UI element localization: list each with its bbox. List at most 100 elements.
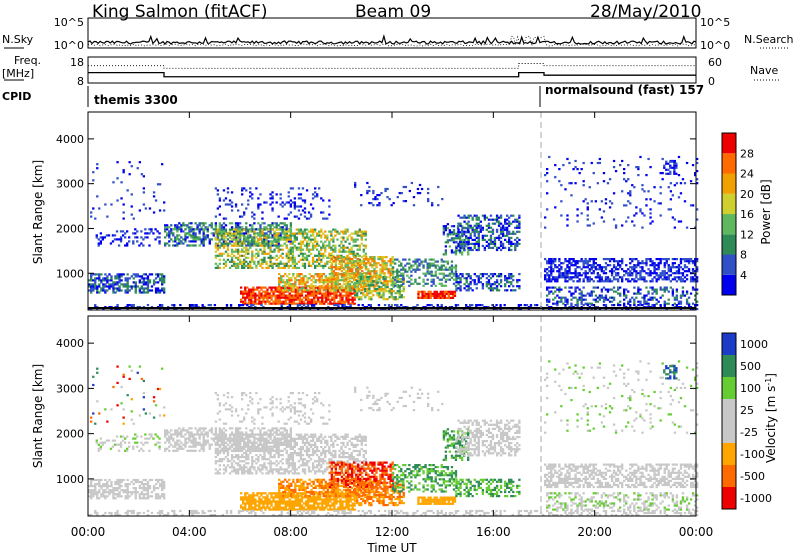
power-echo-cell xyxy=(293,232,297,235)
power-echo-cell xyxy=(451,290,455,293)
power-echo-cell xyxy=(504,222,507,225)
power-echo-cell xyxy=(248,292,251,295)
power-echo-cell xyxy=(269,248,272,251)
power-echo-cell xyxy=(330,283,334,286)
power-echo-cell xyxy=(322,256,325,259)
power-echo-cell xyxy=(566,280,569,283)
power-echo-cell xyxy=(420,187,424,191)
power-echo-cell xyxy=(400,278,403,281)
power-echo-cell xyxy=(346,228,349,231)
power-echo-cell xyxy=(483,234,487,237)
power-echo-cell xyxy=(166,228,169,231)
power-echo-cell xyxy=(473,279,476,282)
power-echo-cell xyxy=(612,166,616,169)
power-echo-cell xyxy=(379,258,382,261)
power-echo-cell xyxy=(314,240,317,243)
power-echo-cell xyxy=(586,276,589,279)
power-echo-cell xyxy=(491,222,495,225)
power-echo-cell xyxy=(381,258,384,261)
power-echo-cell xyxy=(685,300,689,303)
power-echo-cell xyxy=(635,296,638,299)
power-echo-cell xyxy=(289,187,293,190)
power-echo-cell xyxy=(568,290,571,293)
power-echo-cell xyxy=(288,273,291,276)
power-echo-cell xyxy=(249,246,252,249)
power-echo-cell xyxy=(320,246,323,249)
power-echo-cell xyxy=(265,260,268,263)
power-echo-cell xyxy=(359,272,362,275)
power-echo-cell xyxy=(100,279,103,282)
power-echo-cell xyxy=(439,290,442,293)
power-echo-cell xyxy=(342,244,345,247)
power-echo-cell xyxy=(350,248,353,251)
power-echo-cell xyxy=(422,284,425,287)
power-echo-cell xyxy=(375,262,378,265)
power-echo-cell xyxy=(128,304,131,307)
power-echo-cell xyxy=(428,258,431,261)
power-echo-cell xyxy=(336,287,340,290)
power-echo-cell xyxy=(336,278,340,281)
power-echo-cell xyxy=(544,216,547,219)
power-echo-cell xyxy=(250,294,253,297)
power-echo-cell xyxy=(440,260,443,263)
power-echo-cell xyxy=(186,236,189,239)
power-echo-cell xyxy=(473,238,476,241)
power-echo-cell xyxy=(192,240,195,243)
power-echo-cell xyxy=(465,245,468,248)
power-echo-cell xyxy=(194,222,197,225)
power-echo-cell xyxy=(116,161,119,164)
power-echo-cell xyxy=(278,300,281,303)
power-echo-cell xyxy=(691,268,695,271)
power-echo-cell xyxy=(667,168,670,171)
power-echo-cell xyxy=(260,286,263,289)
power-echo-cell xyxy=(696,280,699,283)
power-echo-cell xyxy=(286,296,289,299)
power-echo-cell xyxy=(327,298,330,301)
freq-strip: Freq. [MHz] 18 8 60 0 Nave xyxy=(2,54,780,88)
y-tick-label: 4000 xyxy=(56,133,84,146)
power-echo-cell xyxy=(302,287,305,290)
power-echo-cell xyxy=(473,214,476,217)
power-echo-cell xyxy=(318,232,321,235)
power-echo-cell xyxy=(362,282,365,285)
power-echo-cell xyxy=(327,292,330,295)
power-echo-cell xyxy=(574,166,577,169)
power-echo-cell xyxy=(286,275,289,278)
power-echo-cell xyxy=(226,254,230,257)
power-echo-cell xyxy=(546,300,549,303)
power-echo-cell xyxy=(234,228,238,231)
power-echo-cell xyxy=(627,290,630,293)
power-echo-cell xyxy=(691,270,695,273)
power-echo-cell xyxy=(244,286,247,289)
power-echo-cell xyxy=(459,244,462,247)
power-echo-cell xyxy=(420,260,423,263)
power-echo-cell xyxy=(124,283,127,286)
power-echo-cell xyxy=(348,268,352,271)
power-echo-cell xyxy=(360,296,363,299)
power-echo-cell xyxy=(362,294,365,297)
power-echo-cell xyxy=(619,264,622,267)
power-echo-cell xyxy=(422,272,425,275)
power-echo-cell xyxy=(301,262,305,265)
power-echo-cell xyxy=(277,224,280,227)
power-echo-cell xyxy=(178,234,181,237)
power-echo-cell xyxy=(667,276,670,279)
power-echo-cell xyxy=(487,279,491,282)
power-echo-cell xyxy=(309,234,313,237)
power-echo-cell xyxy=(576,272,579,275)
power-echo-cell xyxy=(544,268,547,271)
power-echo-cell xyxy=(408,284,411,287)
power-echo-cell xyxy=(635,292,638,295)
power-echo-cell xyxy=(163,277,166,280)
power-echo-cell xyxy=(308,273,311,276)
power-echo-cell xyxy=(333,304,336,307)
power-echo-cell xyxy=(343,302,346,305)
power-echo-cell xyxy=(570,308,573,311)
power-echo-cell xyxy=(516,281,519,284)
power-echo-cell xyxy=(261,242,264,245)
power-echo-cell xyxy=(340,279,344,282)
power-echo-cell xyxy=(459,289,462,292)
power-echo-cell xyxy=(457,222,460,225)
power-echo-cell xyxy=(156,273,160,276)
power-echo-cell xyxy=(426,278,429,281)
